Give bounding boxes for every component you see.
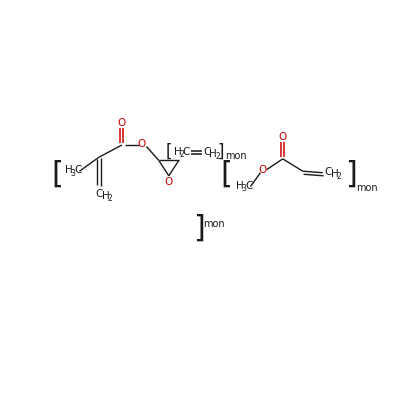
- Text: 2: 2: [180, 150, 184, 159]
- Text: 3: 3: [70, 169, 75, 178]
- Text: H: H: [174, 146, 182, 156]
- Text: mon: mon: [225, 151, 247, 161]
- Text: 2: 2: [336, 172, 341, 181]
- Text: C: C: [74, 166, 82, 176]
- Text: H: H: [209, 149, 217, 159]
- Text: O: O: [138, 139, 146, 149]
- Text: ]: ]: [345, 160, 357, 189]
- Text: C: C: [324, 167, 332, 177]
- Text: [: [: [166, 143, 172, 161]
- Text: H: H: [330, 169, 338, 179]
- Text: H: H: [102, 191, 110, 201]
- Text: H: H: [65, 166, 73, 176]
- Text: 2: 2: [108, 194, 112, 203]
- Text: C: C: [96, 188, 103, 198]
- Text: [: [: [51, 160, 63, 189]
- Text: O: O: [118, 118, 126, 128]
- Text: O: O: [165, 177, 173, 187]
- Text: O: O: [279, 132, 287, 142]
- Text: O: O: [259, 166, 267, 176]
- Text: 3: 3: [241, 184, 246, 193]
- Text: ]: ]: [217, 143, 224, 161]
- Text: C: C: [204, 146, 211, 156]
- Text: mon: mon: [356, 183, 378, 193]
- Text: ]: ]: [193, 214, 205, 242]
- Text: C: C: [245, 181, 252, 191]
- Text: H: H: [236, 181, 244, 191]
- Text: C: C: [183, 146, 190, 156]
- Text: 2: 2: [215, 152, 220, 161]
- Text: mon: mon: [204, 219, 225, 229]
- Text: [: [: [221, 160, 232, 189]
